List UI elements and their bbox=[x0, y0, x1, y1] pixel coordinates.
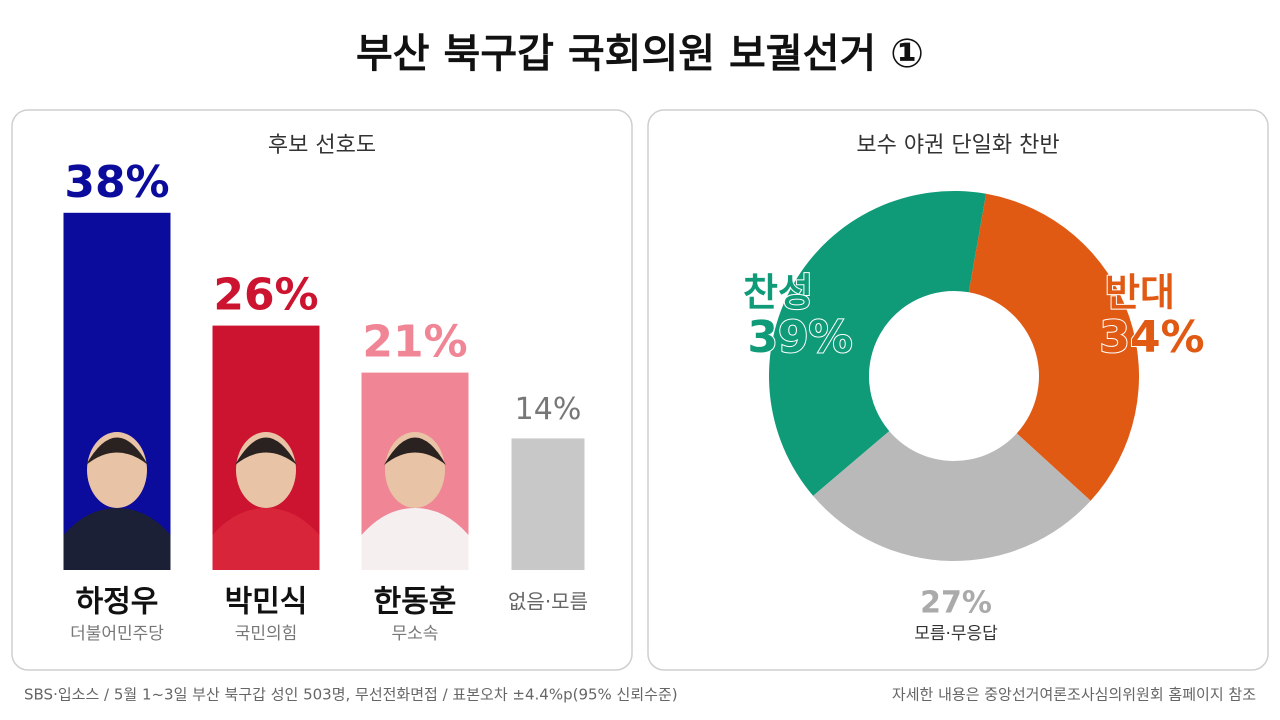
page-title: 부산 북구갑 국회의원 보궐선거 ① bbox=[356, 31, 924, 77]
slice-category: 반대 bbox=[1105, 271, 1175, 315]
value-label: 38% bbox=[64, 157, 169, 208]
party-label: 무소속 bbox=[392, 624, 439, 644]
category-label: 없음·모름 bbox=[508, 590, 588, 614]
right-panel bbox=[647, 109, 1269, 671]
portrait-hair bbox=[384, 437, 446, 465]
slice-value: 39% bbox=[747, 312, 852, 363]
slice-value: 34% bbox=[1099, 312, 1204, 363]
portrait-body bbox=[361, 508, 469, 570]
donut-slice bbox=[968, 193, 1139, 501]
portrait-hair bbox=[235, 437, 297, 465]
chart-title: 보수 야권 단일화 찬반 bbox=[856, 133, 1059, 158]
donut-slice bbox=[769, 190, 987, 496]
bar bbox=[511, 438, 585, 570]
party-label: 국민의힘 bbox=[235, 624, 298, 644]
category-label: 하정우 bbox=[76, 585, 159, 620]
chart-title: 후보 선호도 bbox=[268, 133, 376, 158]
portrait-body bbox=[212, 508, 320, 570]
portrait-body bbox=[63, 508, 171, 570]
donut-slice bbox=[813, 431, 1091, 561]
party-label: 더불어민주당 bbox=[70, 624, 164, 644]
footer-note: 자세한 내용은 중앙선거여론조사심의위원회 홈페이지 참조 bbox=[892, 686, 1256, 704]
slice-value: 27% bbox=[920, 586, 992, 621]
category-label: 박민식 bbox=[225, 585, 308, 620]
value-label: 26% bbox=[213, 270, 318, 321]
value-label: 14% bbox=[515, 392, 582, 427]
portrait-hair bbox=[86, 437, 148, 465]
slice-category: 찬성 bbox=[743, 271, 813, 315]
value-label: 21% bbox=[362, 317, 467, 368]
footer-source: SBS·입소스 / 5월 1~3일 부산 북구갑 성인 503명, 무선전화면접… bbox=[24, 686, 678, 704]
slice-category: 모름·무응답 bbox=[914, 624, 998, 644]
category-label: 한동훈 bbox=[374, 585, 457, 620]
